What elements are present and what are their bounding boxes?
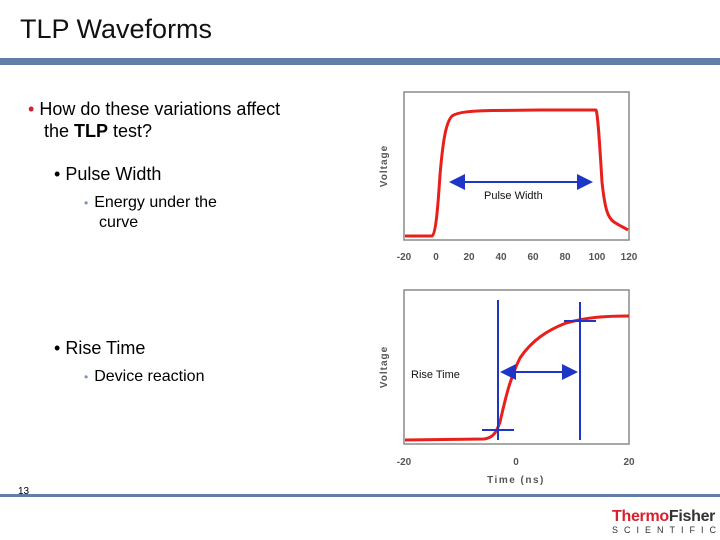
q-post: test? xyxy=(108,121,153,141)
q-bold: TLP xyxy=(74,121,109,141)
chart2-tick-m20: -20 xyxy=(397,457,412,468)
bullet-rise-time-label: Rise Time xyxy=(65,338,146,358)
logo-scientific: SCIENTIFIC xyxy=(612,525,720,535)
chart1-tick-60: 60 xyxy=(527,252,539,263)
bullet-device-reaction-label: Device reaction xyxy=(94,368,205,385)
chart1-tick-80: 80 xyxy=(559,252,571,263)
bullet-energy: • Energy under the curve xyxy=(84,193,217,233)
footer-divider xyxy=(0,494,720,497)
bullet-dot: • xyxy=(84,196,89,210)
bullet-dot: • xyxy=(28,99,35,119)
chart1-waveform xyxy=(405,108,629,238)
logo-thermo: Thermo xyxy=(612,508,669,525)
bullet-dot: • xyxy=(54,338,61,358)
bullet-pulse-width-label: Pulse Width xyxy=(65,164,162,184)
bullet-rise-time: • Rise Time xyxy=(54,338,145,359)
bullet-question-line2: the TLP test? xyxy=(28,121,152,141)
rise-time-annotation: Rise Time xyxy=(411,369,460,381)
chart1-tick-20: 20 xyxy=(463,252,475,263)
bullet-question-line1: How do these variations affect xyxy=(39,99,281,119)
logo-fisher: Fisher xyxy=(668,508,716,525)
bullet-pulse-width: • Pulse Width xyxy=(54,164,161,185)
chart2-tick-20: 20 xyxy=(623,457,635,468)
thermo-fisher-logo: ThermoFisher xyxy=(612,508,715,526)
chart2-tick-0: 0 xyxy=(513,457,519,468)
chart1-ticks: -20 0 20 40 60 80 100 120 xyxy=(397,252,638,263)
page-number: 13 xyxy=(18,486,30,497)
bullet-energy-line1: Energy under the xyxy=(94,194,217,211)
bullet-dot: • xyxy=(54,164,61,184)
chart1-tick-m20: -20 xyxy=(397,252,412,263)
slide-title: TLP Waveforms xyxy=(20,14,213,44)
bullet-question: • How do these variations affect the TLP… xyxy=(28,98,280,142)
chart1-tick-120: 120 xyxy=(621,252,638,263)
bullet-device-reaction: • Device reaction xyxy=(84,367,204,387)
chart1-tick-100: 100 xyxy=(589,252,606,263)
chart1-tick-40: 40 xyxy=(495,252,507,263)
chart1-ylabel: Voltage xyxy=(379,145,390,187)
bullet-dot: • xyxy=(84,370,89,384)
chart2-ticks: -20 0 20 xyxy=(397,457,635,468)
chart2-frame xyxy=(403,289,630,445)
chart2-ylabel: Voltage xyxy=(379,346,390,388)
chart1-tick-0: 0 xyxy=(433,252,439,263)
title-divider xyxy=(0,58,720,65)
q-pre: the xyxy=(44,121,75,141)
pulse-width-annotation: Pulse Width xyxy=(484,190,543,202)
bullet-energy-line2: curve xyxy=(99,214,139,231)
chart2-xlabel: Time (ns) xyxy=(487,475,545,486)
chart2-waveform xyxy=(404,314,630,442)
